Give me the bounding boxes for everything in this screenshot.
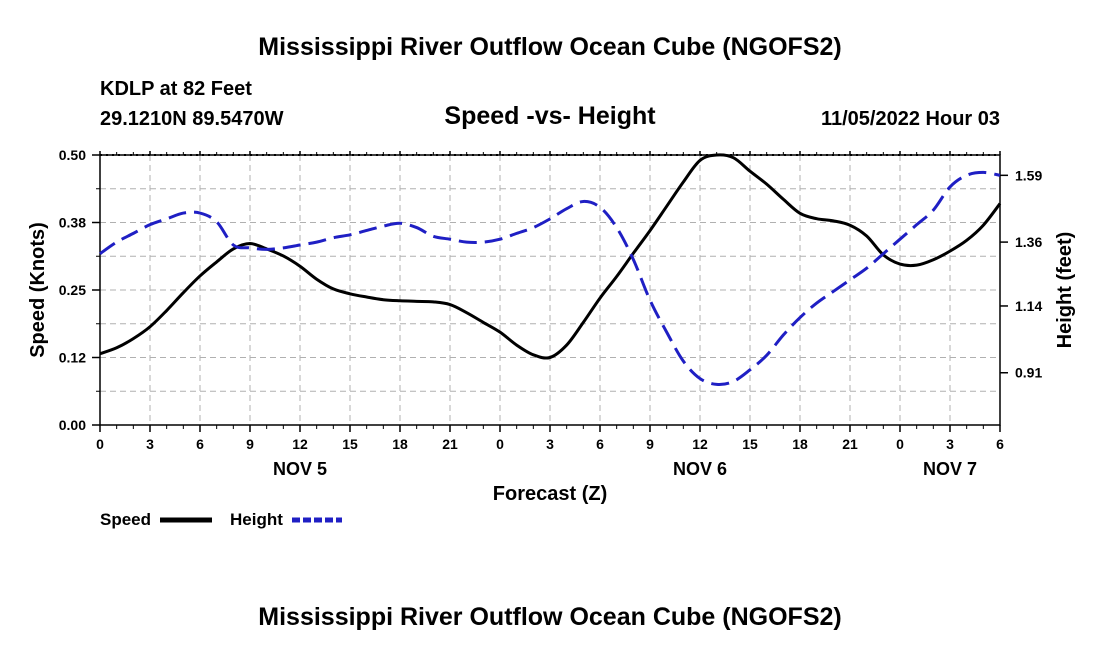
- y2-tick-label: 1.59: [1015, 167, 1042, 183]
- y2-tick-label: 1.14: [1015, 298, 1042, 314]
- x-tick-label: 18: [392, 436, 408, 452]
- x-tick-label: 12: [292, 436, 308, 452]
- x-tick-label: 0: [96, 436, 104, 452]
- footer-title: Mississippi River Outflow Ocean Cube (NG…: [258, 603, 841, 631]
- day-label: NOV 5: [273, 459, 327, 479]
- x-axis-label: Forecast (Z): [493, 483, 607, 505]
- y-tick-label: 0.25: [59, 282, 86, 298]
- x-tick-label: 3: [546, 436, 554, 452]
- station-coordinates: 29.1210N 89.5470W: [100, 108, 284, 130]
- legend: Speed Height: [100, 510, 342, 529]
- y-tick-label: 0.50: [59, 147, 86, 163]
- day-label: NOV 6: [673, 459, 727, 479]
- x-tick-label: 0: [496, 436, 504, 452]
- x-tick-label: 6: [196, 436, 204, 452]
- x-tick-label: 9: [246, 436, 254, 452]
- y2-tick-label: 1.36: [1015, 234, 1042, 250]
- y-tick-label: 0.12: [59, 350, 86, 366]
- y2-tick-label: 0.91: [1015, 365, 1042, 381]
- y2-axis-label: Height (feet): [1054, 232, 1076, 349]
- series-line-height: [99, 170, 1001, 386]
- station-label: KDLP at 82 Feet: [100, 78, 252, 100]
- x-tick-label: 21: [842, 436, 858, 452]
- legend-speed-label: Speed: [100, 510, 151, 529]
- x-tick-label: 21: [442, 436, 458, 452]
- legend-height-label: Height: [230, 510, 283, 529]
- series-line-speed: [99, 153, 1002, 360]
- x-tick-label: 6: [996, 436, 1004, 452]
- x-tick-label: 15: [742, 436, 758, 452]
- x-tick-label: 3: [146, 436, 154, 452]
- x-tick-label: 9: [646, 436, 654, 452]
- series-lines: [99, 153, 1002, 386]
- y-tick-label: 0.38: [59, 215, 86, 231]
- x-tick-label: 18: [792, 436, 808, 452]
- y-tick-label: 0.00: [59, 417, 86, 433]
- day-label: NOV 7: [923, 459, 977, 479]
- x-tick-label: 6: [596, 436, 604, 452]
- forecast-datetime: 11/05/2022 Hour 03: [821, 108, 1000, 130]
- y-axis-label: Speed (Knots): [27, 222, 49, 358]
- x-tick-label: 3: [946, 436, 954, 452]
- x-tick-label: 0: [896, 436, 904, 452]
- gridlines: [100, 155, 1000, 425]
- x-tick-label: 12: [692, 436, 708, 452]
- x-tick-label: 15: [342, 436, 358, 452]
- axis-ticks: 0 3 6 9 12 15 18 21 0 3 6 9 12 15 18 21 0 3 6 NOV 5 NOV 6 NOV…: [59, 147, 1043, 479]
- chart-subtitle: Speed -vs- Height: [444, 102, 656, 130]
- chart-title: Mississippi River Outflow Ocean Cube (NG…: [258, 33, 841, 61]
